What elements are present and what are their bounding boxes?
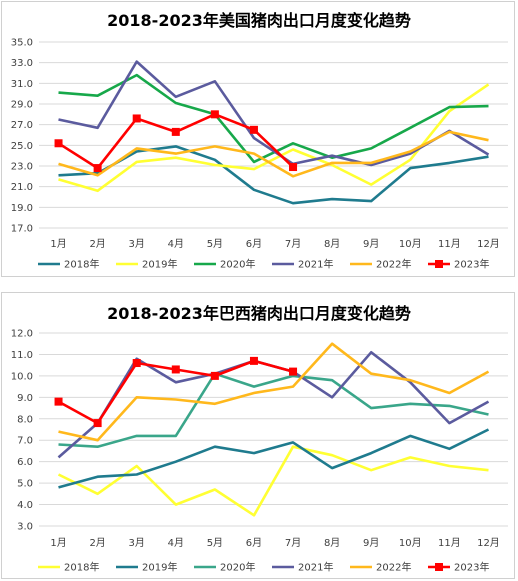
x-tick-label: 1月: [50, 238, 66, 250]
data-point-marker: [93, 164, 102, 173]
data-point-marker: [54, 397, 63, 406]
y-tick-label: 31.0: [11, 79, 33, 90]
chart-title: 2018-2023年巴西猪肉出口月度变化趋势: [107, 304, 411, 323]
data-point-marker: [171, 127, 180, 136]
brazil-pork-export-chart: 2018-2023年巴西猪肉出口月度变化趋势 12.0 11.0 10.0 9.0 8.…: [11, 304, 508, 574]
x-tick-label: 11月: [438, 537, 461, 549]
y-tick-label: 27.0: [11, 120, 33, 131]
data-point-marker: [249, 356, 258, 365]
data-point-marker: [249, 125, 258, 134]
x-tick-label: 11月: [438, 238, 461, 250]
us-pork-export-chart: 2018-2023年美国猪肉出口月度变化趋势 35.0 33.0 31.0 29.0 2…: [11, 11, 508, 271]
data-point-marker: [210, 110, 219, 119]
x-tick-label: 8月: [324, 238, 340, 250]
y-tick-label: 7.0: [17, 436, 33, 447]
y-tick-label: 12.0: [11, 329, 33, 340]
legend-label: 2023年: [454, 561, 489, 574]
data-point-marker: [132, 114, 141, 123]
data-point-marker: [210, 371, 219, 380]
legend-label: 2018年: [64, 561, 99, 574]
x-tick-label: 10月: [399, 238, 422, 250]
data-point-marker: [289, 367, 298, 376]
y-tick-label: 11.0: [11, 350, 33, 361]
series-line-2020: [58, 73, 489, 164]
x-tick-label: 3月: [129, 537, 145, 549]
series-line-2022: [58, 130, 489, 178]
y-tick-label: 3.0: [17, 522, 33, 533]
legend-label: 2022年: [376, 561, 411, 574]
x-tick-label: 2月: [89, 238, 105, 250]
data-point-marker: [289, 163, 298, 172]
data-point-marker: [132, 359, 141, 368]
y-tick-label: 33.0: [11, 58, 33, 69]
x-tick-label: 12月: [477, 537, 500, 549]
y-tick-label: 10.0: [11, 371, 33, 382]
y-tick-label: 17.0: [11, 224, 33, 235]
x-tick-label: 4月: [168, 238, 184, 250]
y-tick-label: 35.0: [11, 38, 33, 49]
legend-label: 2022年: [376, 258, 411, 271]
chart-title: 2018-2023年美国猪肉出口月度变化趋势: [107, 11, 411, 30]
y-tick-label: 6.0: [17, 457, 33, 468]
x-tick-label: 3月: [129, 238, 145, 250]
legend-marker: [435, 563, 443, 571]
series-line-brazil_2020: [58, 372, 489, 448]
x-tick-label: 4月: [168, 537, 184, 549]
x-tick-label: 9月: [363, 238, 379, 250]
x-tick-label: 12月: [477, 238, 500, 250]
us-chart-panel: 2018-2023年美国猪肉出口月度变化趋势 35.0 33.0 31.0 29.0 2…: [1, 1, 515, 277]
y-tick-label: 4.0: [17, 500, 33, 511]
legend-label: 2019年: [142, 258, 177, 271]
x-tick-label: 7月: [285, 537, 301, 549]
data-point-marker: [54, 139, 63, 148]
y-tick-label: 5.0: [17, 479, 33, 490]
series-line-2021: [58, 60, 490, 167]
legend-label: 2019年: [142, 561, 177, 574]
y-tick-label: 21.0: [11, 182, 33, 193]
series-line-brazil_2019: [58, 428, 490, 489]
x-tick-label: 8月: [324, 537, 340, 549]
y-tick-label: 8.0: [17, 414, 33, 425]
legend-label: 2021年: [298, 561, 333, 574]
x-tick-label: 1月: [50, 537, 66, 549]
x-tick-label: 10月: [399, 537, 422, 549]
y-tick-label: 29.0: [11, 100, 33, 111]
x-tick-label: 5月: [207, 537, 223, 549]
y-tick-label: 25.0: [11, 141, 33, 152]
y-tick-label: 19.0: [11, 203, 33, 214]
series-line-2022: [58, 342, 490, 442]
legend-label: 2018年: [64, 258, 99, 271]
x-tick-label: 6月: [246, 537, 262, 549]
legend-label: 2021年: [298, 258, 333, 271]
series-line-brazil_2018: [57, 445, 489, 517]
x-tick-label: 9月: [363, 537, 379, 549]
legend-marker: [435, 260, 443, 268]
x-tick-label: 6月: [246, 238, 262, 250]
x-tick-label: 7月: [285, 238, 301, 250]
y-tick-label: 9.0: [17, 393, 33, 404]
series-line-2018: [58, 145, 489, 205]
brazil-chart-panel: 2018-2023年巴西猪肉出口月度变化趋势 12.0 11.0 10.0 9.0 8.…: [1, 292, 515, 579]
x-tick-label: 2月: [89, 537, 105, 549]
y-tick-label: 23.0: [11, 162, 33, 173]
series-line-2019: [58, 83, 490, 193]
data-point-marker: [93, 419, 102, 428]
legend-label: 2020年: [220, 561, 255, 574]
data-point-marker: [171, 365, 180, 374]
x-tick-label: 5月: [207, 238, 223, 250]
legend-label: 2020年: [220, 258, 255, 271]
legend-label: 2023年: [454, 258, 489, 271]
